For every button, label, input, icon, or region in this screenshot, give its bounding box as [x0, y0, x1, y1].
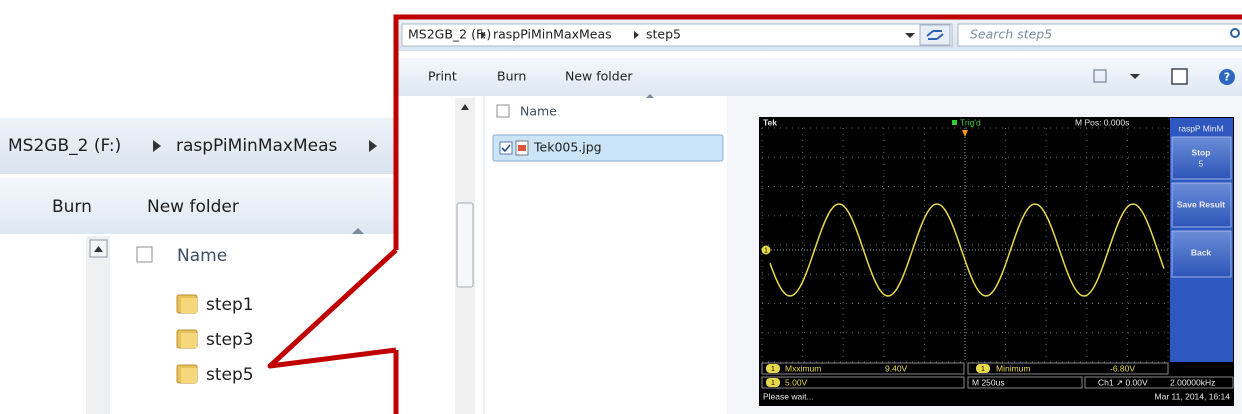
scroll-thumb[interactable] [457, 203, 473, 287]
breadcrumb[interactable]: MS2GB_2 (F:) [408, 27, 491, 42]
measure-label: Minimum [996, 363, 1030, 373]
folder-name[interactable]: step5 [206, 365, 254, 385]
timebase: M 250us [972, 377, 1005, 387]
column-header[interactable]: Name [520, 104, 557, 119]
channel-badge-label: 1 [771, 380, 775, 387]
toolbar-button[interactable]: Print [428, 69, 457, 84]
jpg-icon-picture [518, 145, 526, 151]
menu-title: raspP MinM [1178, 123, 1223, 133]
channel-marker-label: 1 [764, 247, 768, 254]
folder-name[interactable]: step1 [206, 295, 254, 315]
checkbox[interactable] [497, 105, 509, 117]
toolbar-button[interactable]: New folder [565, 69, 633, 84]
date: Mar 11, 2014, 16:14 [1155, 391, 1231, 401]
preview-pane-button[interactable] [1172, 69, 1187, 84]
folder-name[interactable]: step3 [206, 330, 254, 350]
left-window: MS2GB_2 (F:) raspPiMinMaxMeas Burn New f… [0, 95, 400, 414]
checkbox[interactable] [137, 247, 152, 262]
menu-button-label: Stop [1192, 147, 1211, 157]
breadcrumb[interactable]: raspPiMinMaxMeas [493, 27, 612, 42]
channel-badge-label: 1 [771, 366, 775, 373]
measure-value: -6.80V [1110, 363, 1135, 373]
status-text: Please wait... [763, 391, 814, 401]
refresh-button[interactable] [920, 25, 950, 45]
trigger-status: Trig'd [960, 117, 981, 127]
file-name[interactable]: Tek005.jpg [533, 140, 602, 155]
channel-badge-label: 1 [981, 366, 985, 373]
breadcrumb[interactable]: MS2GB_2 (F:) [8, 136, 121, 156]
menu-stop-value: 5 [1199, 158, 1204, 168]
menu-button-label: Save Result [1177, 199, 1225, 209]
toolbar-button[interactable]: New folder [147, 197, 239, 217]
right-window: MS2GB_2 (F:) raspPiMinMaxMeas step5 Sear… [396, 15, 1242, 414]
frequency: 2.00000kHz [1170, 377, 1215, 387]
search-placeholder: Search step5 [970, 27, 1052, 42]
measure-value: 9.40V [885, 363, 908, 373]
measure-label: Mxximum [785, 363, 821, 373]
menu-button-label: Back [1191, 247, 1212, 257]
oscilloscope-image: Tek Trig'd M Pos: 0.000s 1 raspP MinM Stop Sav… [759, 117, 1234, 406]
folder-icon-front [181, 298, 197, 313]
screenshot: MS2GB_2 (F:) raspPiMinMaxMeas Burn New f… [0, 0, 1242, 414]
column-header[interactable]: Name [177, 246, 227, 266]
scope-brand: Tek [763, 117, 777, 127]
checkbox-checked[interactable] [500, 142, 512, 154]
breadcrumb[interactable]: raspPiMinMaxMeas [176, 136, 338, 156]
breadcrumb[interactable]: step5 [646, 27, 681, 42]
channel-scale: 5.00V [785, 377, 808, 387]
trigger-indicator [952, 120, 957, 125]
toolbar-button[interactable]: Burn [497, 69, 526, 84]
folder-icon-front [181, 368, 197, 383]
toolbar-button[interactable]: Burn [52, 197, 92, 217]
folder-icon-front [181, 333, 197, 348]
help-icon: ? [1224, 71, 1230, 84]
position: M Pos: 0.000s [1075, 117, 1129, 127]
nav-scrollbar [86, 236, 110, 414]
trigger-setting: Ch1 ↗ 0.00V [1098, 377, 1148, 387]
